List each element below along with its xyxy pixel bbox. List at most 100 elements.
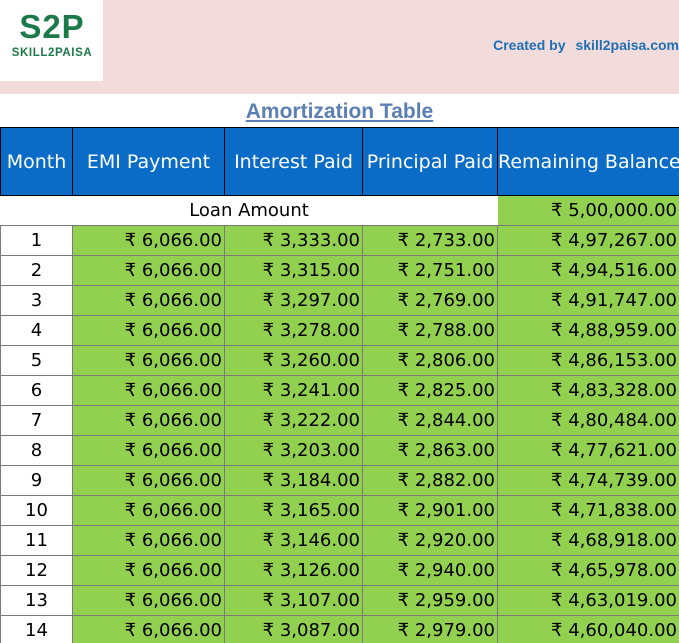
header-interest-paid: Interest Paid — [224, 127, 363, 196]
brand-logo: S2P SKILL2PAISA — [0, 0, 103, 81]
amortization-table: Month EMI Payment Interest Paid Principa… — [0, 127, 679, 643]
month-cell: 8 — [0, 435, 73, 466]
table-row: 11 ₹ 6,066.00 ₹ 3,146.00 ₹ 2,920.00 ₹ 4,68,9… — [0, 525, 679, 556]
emi-cell: ₹ 6,066.00 — [72, 255, 225, 286]
balance-cell: ₹ 4,65,978.00 — [497, 555, 679, 586]
table-row: 1 ₹ 6,066.00 ₹ 3,333.00 ₹ 2,733.00 ₹ 4,97,26… — [0, 225, 679, 256]
loan-amount-row: Loan Amount ₹ 5,00,000.00 — [0, 195, 679, 226]
table-row: 2 ₹ 6,066.00 ₹ 3,315.00 ₹ 2,751.00 ₹ 4,94,51… — [0, 255, 679, 286]
interest-cell: ₹ 3,315.00 — [224, 255, 363, 286]
principal-cell: ₹ 2,979.00 — [362, 615, 498, 643]
balance-cell: ₹ 4,86,153.00 — [497, 345, 679, 376]
balance-cell: ₹ 4,63,019.00 — [497, 585, 679, 616]
balance-cell: ₹ 4,97,267.00 — [497, 225, 679, 256]
principal-cell: ₹ 2,806.00 — [362, 345, 498, 376]
emi-cell: ₹ 6,066.00 — [72, 405, 225, 436]
month-cell: 11 — [0, 525, 73, 556]
interest-cell: ₹ 3,087.00 — [224, 615, 363, 643]
credit-site: skill2paisa.com — [575, 37, 679, 53]
interest-cell: ₹ 3,146.00 — [224, 525, 363, 556]
credit-label: Created by — [493, 37, 566, 53]
emi-cell: ₹ 6,066.00 — [72, 315, 225, 346]
table-row: 5 ₹ 6,066.00 ₹ 3,260.00 ₹ 2,806.00 ₹ 4,86,15… — [0, 345, 679, 376]
table-header-row: Month EMI Payment Interest Paid Principa… — [0, 127, 679, 196]
month-cell: 6 — [0, 375, 73, 406]
emi-cell: ₹ 6,066.00 — [72, 225, 225, 256]
credit-line: Created by skill2paisa.com — [439, 37, 679, 53]
table-row: 9 ₹ 6,066.00 ₹ 3,184.00 ₹ 2,882.00 ₹ 4,74,73… — [0, 465, 679, 496]
balance-cell: ₹ 4,71,838.00 — [497, 495, 679, 526]
principal-cell: ₹ 2,751.00 — [362, 255, 498, 286]
emi-cell: ₹ 6,066.00 — [72, 285, 225, 316]
emi-cell: ₹ 6,066.00 — [72, 495, 225, 526]
month-cell: 2 — [0, 255, 73, 286]
emi-cell: ₹ 6,066.00 — [72, 345, 225, 376]
emi-cell: ₹ 6,066.00 — [72, 465, 225, 496]
emi-cell: ₹ 6,066.00 — [72, 525, 225, 556]
month-cell: 7 — [0, 405, 73, 436]
principal-cell: ₹ 2,844.00 — [362, 405, 498, 436]
month-cell: 1 — [0, 225, 73, 256]
principal-cell: ₹ 2,863.00 — [362, 435, 498, 466]
interest-cell: ₹ 3,184.00 — [224, 465, 363, 496]
header-emi-payment: EMI Payment — [72, 127, 225, 196]
interest-cell: ₹ 3,333.00 — [224, 225, 363, 256]
balance-cell: ₹ 4,74,739.00 — [497, 465, 679, 496]
table-row: 6 ₹ 6,066.00 ₹ 3,241.00 ₹ 2,825.00 ₹ 4,83,32… — [0, 375, 679, 406]
principal-cell: ₹ 2,788.00 — [362, 315, 498, 346]
header-band: S2P SKILL2PAISA Created by skill2paisa.co… — [0, 0, 679, 94]
principal-cell: ₹ 2,959.00 — [362, 585, 498, 616]
interest-cell: ₹ 3,297.00 — [224, 285, 363, 316]
balance-cell: ₹ 4,68,918.00 — [497, 525, 679, 556]
logo-mark: S2P — [19, 8, 85, 45]
table-row: 14 ₹ 6,066.00 ₹ 3,087.00 ₹ 2,979.00 ₹ 4,60,0… — [0, 615, 679, 643]
emi-cell: ₹ 6,066.00 — [72, 435, 225, 466]
month-cell: 3 — [0, 285, 73, 316]
principal-cell: ₹ 2,882.00 — [362, 465, 498, 496]
month-cell: 13 — [0, 585, 73, 616]
table-row: 4 ₹ 6,066.00 ₹ 3,278.00 ₹ 2,788.00 ₹ 4,88,95… — [0, 315, 679, 346]
month-cell: 14 — [0, 615, 73, 643]
interest-cell: ₹ 3,241.00 — [224, 375, 363, 406]
balance-cell: ₹ 4,88,959.00 — [497, 315, 679, 346]
principal-cell: ₹ 2,901.00 — [362, 495, 498, 526]
balance-cell: ₹ 4,94,516.00 — [497, 255, 679, 286]
page-title: Amortization Table — [245, 100, 434, 123]
month-cell: 5 — [0, 345, 73, 376]
loan-amount-label: Loan Amount — [0, 195, 498, 226]
emi-cell: ₹ 6,066.00 — [72, 615, 225, 643]
principal-cell: ₹ 2,733.00 — [362, 225, 498, 256]
principal-cell: ₹ 2,940.00 — [362, 555, 498, 586]
balance-cell: ₹ 4,60,040.00 — [497, 615, 679, 643]
interest-cell: ₹ 3,222.00 — [224, 405, 363, 436]
header-month: Month — [0, 127, 73, 196]
balance-cell: ₹ 4,83,328.00 — [497, 375, 679, 406]
month-cell: 4 — [0, 315, 73, 346]
emi-cell: ₹ 6,066.00 — [72, 375, 225, 406]
table-row: 7 ₹ 6,066.00 ₹ 3,222.00 ₹ 2,844.00 ₹ 4,80,48… — [0, 405, 679, 436]
interest-cell: ₹ 3,278.00 — [224, 315, 363, 346]
balance-cell: ₹ 4,80,484.00 — [497, 405, 679, 436]
interest-cell: ₹ 3,126.00 — [224, 555, 363, 586]
table-row: 13 ₹ 6,066.00 ₹ 3,107.00 ₹ 2,959.00 ₹ 4,63,0… — [0, 585, 679, 616]
balance-cell: ₹ 4,77,621.00 — [497, 435, 679, 466]
interest-cell: ₹ 3,107.00 — [224, 585, 363, 616]
interest-cell: ₹ 3,260.00 — [224, 345, 363, 376]
emi-cell: ₹ 6,066.00 — [72, 555, 225, 586]
month-cell: 12 — [0, 555, 73, 586]
balance-cell: ₹ 4,91,747.00 — [497, 285, 679, 316]
header-remaining-balance: Remaining Balance — [497, 127, 679, 196]
table-row: 8 ₹ 6,066.00 ₹ 3,203.00 ₹ 2,863.00 ₹ 4,77,62… — [0, 435, 679, 466]
interest-cell: ₹ 3,203.00 — [224, 435, 363, 466]
loan-amount-value: ₹ 5,00,000.00 — [497, 195, 679, 226]
table-row: 12 ₹ 6,066.00 ₹ 3,126.00 ₹ 2,940.00 ₹ 4,65,9… — [0, 555, 679, 586]
month-cell: 9 — [0, 465, 73, 496]
table-row: 3 ₹ 6,066.00 ₹ 3,297.00 ₹ 2,769.00 ₹ 4,91,74… — [0, 285, 679, 316]
emi-cell: ₹ 6,066.00 — [72, 585, 225, 616]
principal-cell: ₹ 2,825.00 — [362, 375, 498, 406]
interest-cell: ₹ 3,165.00 — [224, 495, 363, 526]
month-cell: 10 — [0, 495, 73, 526]
principal-cell: ₹ 2,920.00 — [362, 525, 498, 556]
table-row: 10 ₹ 6,066.00 ₹ 3,165.00 ₹ 2,901.00 ₹ 4,71,8… — [0, 495, 679, 526]
principal-cell: ₹ 2,769.00 — [362, 285, 498, 316]
